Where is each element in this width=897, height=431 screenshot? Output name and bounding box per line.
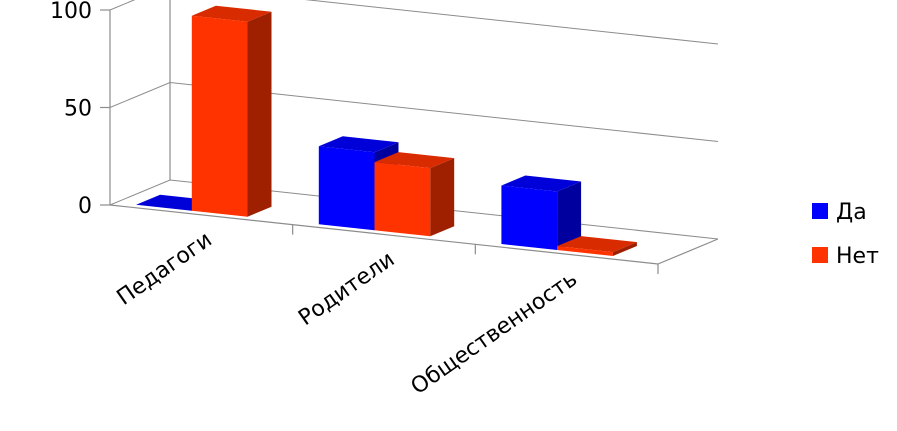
legend-swatch [812,247,828,263]
axes [109,0,719,274]
bar-front [191,15,248,217]
y-tick-label: 50 [64,97,92,122]
legend-entry: Нет [812,244,879,269]
bar-side [430,158,455,237]
legend-label: Да [836,200,867,225]
x-tick-label: Педагоги [113,227,217,310]
bar-Нет-Педагоги [191,5,272,217]
bar-Да-Общественность [501,175,582,250]
bar-front [557,246,613,256]
bar-top [374,152,455,169]
bar-Нет-Родители [374,152,455,237]
bars [136,5,637,256]
bar-side [612,242,637,256]
y-tick-label: 100 [50,0,92,24]
legend: Да Нет [812,200,879,269]
legend-entry: Да [812,200,867,225]
floor-right-edge [657,238,719,265]
x-tick-label: Общественность [407,267,582,400]
bar-front [374,162,431,237]
gridline-100 [109,0,719,45]
x-axis-line [109,204,659,265]
y-axis-ticks: 0 50 100 [50,0,92,219]
legend-label: Нет [836,244,879,269]
bar-side [247,11,272,217]
bar-Нет-Общественность [557,236,637,256]
y-tick-label: 0 [78,194,92,219]
x-axis-ticks: Педагоги Родители Общественность [113,227,582,400]
legend-swatch [812,203,828,219]
bar-front [501,185,558,250]
bar-top [191,5,272,22]
bar-top [318,136,399,153]
x-tick-label: Родители [294,247,399,331]
bar-front [318,146,375,231]
bar-top [557,236,637,253]
bar-top [501,175,582,192]
bar-side [557,181,582,250]
